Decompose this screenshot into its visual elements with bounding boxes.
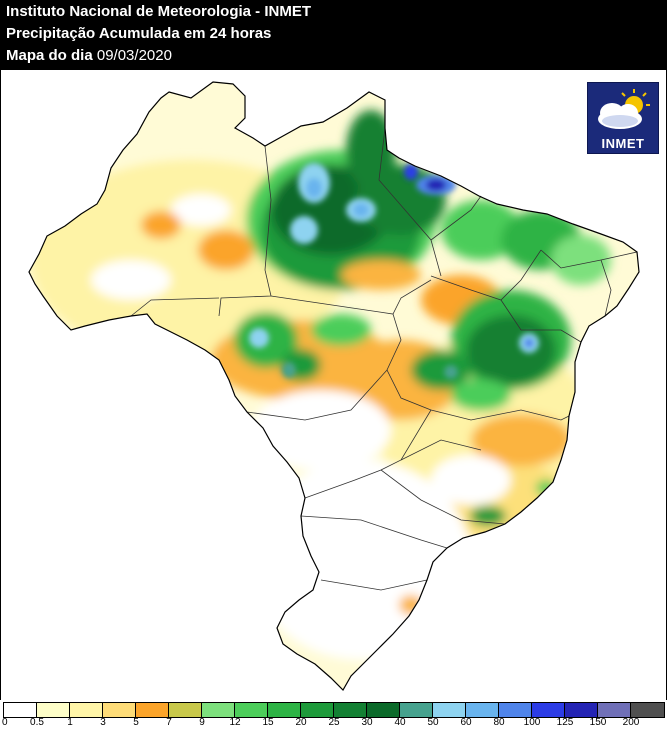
legend-swatch <box>136 703 169 717</box>
legend-label: 20 <box>295 717 307 728</box>
legend-swatch <box>70 703 103 717</box>
legend-label: 150 <box>589 717 607 728</box>
brazil-map-svg <box>28 81 640 691</box>
legend-label: 100 <box>523 717 541 728</box>
legend-swatch <box>103 703 136 717</box>
legend-label: 3 <box>100 717 106 728</box>
legend-swatch <box>565 703 598 717</box>
legend-swatch <box>37 703 70 717</box>
inmet-logo: INMET <box>587 82 659 154</box>
legend-label: 60 <box>460 717 472 728</box>
legend-labels: 0 0.5 1 3 5 7 9 12 15 20 25 30 40 50 60 80 100 125 150 200 <box>0 717 667 730</box>
legend-swatch <box>334 703 367 717</box>
legend-swatch <box>301 703 334 717</box>
map-date: 09/03/2020 <box>96 47 172 64</box>
legend-swatch <box>169 703 202 717</box>
legend-swatch <box>532 703 565 717</box>
legend-swatch <box>268 703 301 717</box>
legend-swatch <box>367 703 400 717</box>
legend-label: 200 <box>622 717 640 728</box>
legend-swatch <box>4 703 37 717</box>
logo-text: INMET <box>601 136 645 151</box>
legend-swatch <box>598 703 631 717</box>
map-date-line: Mapa do dia 09/03/2020 <box>6 47 172 65</box>
legend-swatch <box>433 703 466 717</box>
legend-color-bar <box>3 702 665 718</box>
map-date-label: Mapa do dia <box>6 47 93 64</box>
legend-label: 40 <box>394 717 406 728</box>
precipitation-legend: 0 0.5 1 3 5 7 9 12 15 20 25 30 40 50 60 80 100 125 150 200 <box>0 700 667 730</box>
legend-swatch <box>466 703 499 717</box>
legend-label: 125 <box>556 717 574 728</box>
sun-cloud-icon <box>598 89 650 129</box>
legend-label: 80 <box>493 717 505 728</box>
legend-label: 0 <box>2 717 8 728</box>
map-title: Precipitação Acumulada em 24 horas <box>6 25 272 42</box>
map-header: Instituto Nacional de Meteorologia - INM… <box>0 0 667 70</box>
legend-label: 1 <box>67 717 73 728</box>
legend-swatch <box>631 703 664 717</box>
legend-label: 12 <box>229 717 241 728</box>
legend-label: 25 <box>328 717 340 728</box>
legend-swatch <box>400 703 433 717</box>
legend-swatch <box>202 703 235 717</box>
legend-swatch <box>499 703 532 717</box>
legend-label: 50 <box>427 717 439 728</box>
legend-label: 30 <box>361 717 373 728</box>
state-borders <box>130 127 638 591</box>
legend-swatch <box>235 703 268 717</box>
legend-label: 15 <box>262 717 274 728</box>
legend-label: 7 <box>166 717 172 728</box>
legend-label: 5 <box>133 717 139 728</box>
precipitation-map <box>0 70 667 700</box>
legend-label: 9 <box>199 717 205 728</box>
precipitation-field <box>29 82 639 690</box>
institution-title: Instituto Nacional de Meteorologia - INM… <box>6 3 312 20</box>
legend-label: 0.5 <box>30 717 44 728</box>
